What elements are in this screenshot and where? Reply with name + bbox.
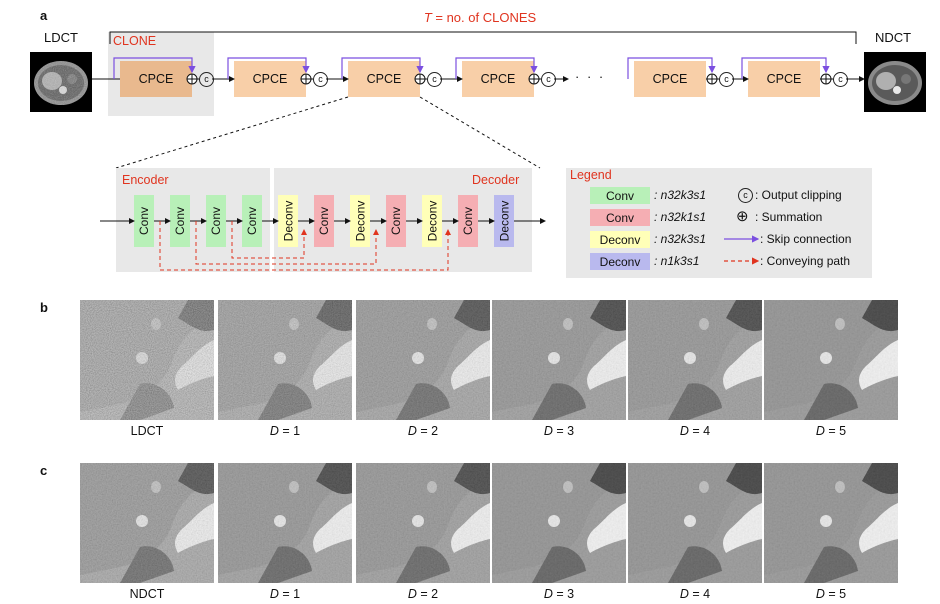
legend-desc: : Conveying path — [760, 254, 851, 268]
panel-c-ct-image-5 — [764, 463, 898, 583]
t-label-text: = no. of CLONES — [431, 10, 537, 25]
panel-b-caption: D = 5 — [815, 424, 847, 438]
layer-conv1-1: Conv — [314, 195, 334, 247]
cpce-label: CPCE — [252, 72, 288, 86]
cpce-label: CPCE — [652, 72, 688, 86]
cpce-label: CPCE — [480, 72, 516, 86]
legend-spec: : n32k3s1 — [654, 232, 707, 246]
t-symbol: T — [423, 10, 432, 25]
panel-b-ct-image-3 — [492, 300, 626, 420]
layer-conv-3: Conv — [206, 195, 226, 247]
decoder-label: Decoder — [472, 173, 520, 187]
layer-deconv-1: Deconv — [278, 195, 298, 247]
legend-swatch-conv-k1: Conv — [590, 209, 650, 226]
encoder-label: Encoder — [122, 173, 169, 187]
legend-swatch-label: Conv — [605, 210, 634, 225]
encoder-decoder-connectors — [100, 218, 546, 271]
legend-swatch-deconv-n32: Deconv — [590, 231, 650, 248]
panel-b-caption: D = 3 — [543, 424, 575, 438]
panel-c-caption: D = 1 — [269, 587, 301, 601]
panel-b-letter: b — [40, 300, 48, 315]
layer-conv-4: Conv — [242, 195, 262, 247]
legend-desc: : Summation — [755, 210, 823, 224]
clone-label: CLONE — [113, 34, 157, 48]
output-clipping-icon: c — [738, 188, 753, 203]
cpce-block-3: CPCE — [348, 61, 420, 97]
panel-c-caption: D = 4 — [679, 587, 711, 601]
panel-c-letter: c — [40, 463, 48, 478]
cpce-block-1: CPCE — [120, 61, 192, 97]
panel-b-ct-image-4 — [628, 300, 762, 420]
panel-c-ct-image-3 — [492, 463, 626, 583]
legend-spec: : n32k1s1 — [654, 210, 707, 224]
cpce-label: CPCE — [766, 72, 802, 86]
pipeline-connectors — [92, 31, 865, 169]
legend-swatch-label: Conv — [605, 188, 634, 203]
panel-b-ct-image-0 — [80, 300, 214, 420]
panel-b-caption: D = 2 — [407, 424, 439, 438]
ndct-output-label: NDCT — [874, 30, 912, 45]
panel-b-caption: D = 4 — [679, 424, 711, 438]
panel-c-caption: NDCT — [129, 587, 165, 601]
layer-conv-1: Conv — [134, 195, 154, 247]
ldct-input-label: LDCT — [44, 30, 78, 45]
panel-b-ct-image-1 — [218, 300, 352, 420]
panel-c-caption: D = 2 — [407, 587, 439, 601]
legend-title: Legend — [570, 168, 612, 182]
panel-a-letter: a — [40, 8, 48, 23]
layer-deconv-2: Deconv — [350, 195, 370, 247]
layer-conv1-2: Conv — [386, 195, 406, 247]
ndct-output-image — [864, 52, 926, 112]
summation-icon: ⊕ — [736, 208, 749, 225]
legend-swatch-label: Deconv — [599, 232, 641, 247]
cpce-block-4: CPCE — [462, 61, 534, 97]
layer-conv1-3: Conv — [458, 195, 478, 247]
cpce-block-5: CPCE — [634, 61, 706, 97]
legend-swatch-label: Deconv — [599, 254, 641, 269]
ellipsis: · · · — [575, 69, 606, 84]
legend-spec: : n32k3s1 — [654, 188, 707, 202]
legend-spec: : n1k3s1 — [654, 254, 700, 268]
legend-swatch-deconv-n1: Deconv — [590, 253, 650, 270]
cpce-label: CPCE — [366, 72, 402, 86]
layer-deconv-final: Deconv — [494, 195, 514, 247]
cpce-block-6: CPCE — [748, 61, 820, 97]
panel-b-caption: D = 1 — [269, 424, 301, 438]
panel-c-ct-image-0 — [80, 463, 214, 583]
legend-desc: : Output clipping — [755, 188, 842, 202]
cpce-block-2: CPCE — [234, 61, 306, 97]
panel-b-ct-image-2 — [356, 300, 490, 420]
skip-connection-arrow-icon — [724, 235, 760, 265]
panel-c-caption: D = 5 — [815, 587, 847, 601]
panel-c-ct-image-2 — [356, 463, 490, 583]
legend-desc: : Skip connection — [760, 232, 852, 246]
panel-b-caption: LDCT — [130, 424, 164, 438]
panel-b-ct-image-5 — [764, 300, 898, 420]
ldct-input-image — [30, 52, 92, 112]
legend-swatch-conv-k3: Conv — [590, 187, 650, 204]
panel-c-ct-image-4 — [628, 463, 762, 583]
cpce-label: CPCE — [138, 72, 174, 86]
clones-count-label: T = no. of CLONES — [400, 10, 560, 25]
panel-c-caption: D = 3 — [543, 587, 575, 601]
panel-c-ct-image-1 — [218, 463, 352, 583]
layer-conv-2: Conv — [170, 195, 190, 247]
layer-deconv-3: Deconv — [422, 195, 442, 247]
